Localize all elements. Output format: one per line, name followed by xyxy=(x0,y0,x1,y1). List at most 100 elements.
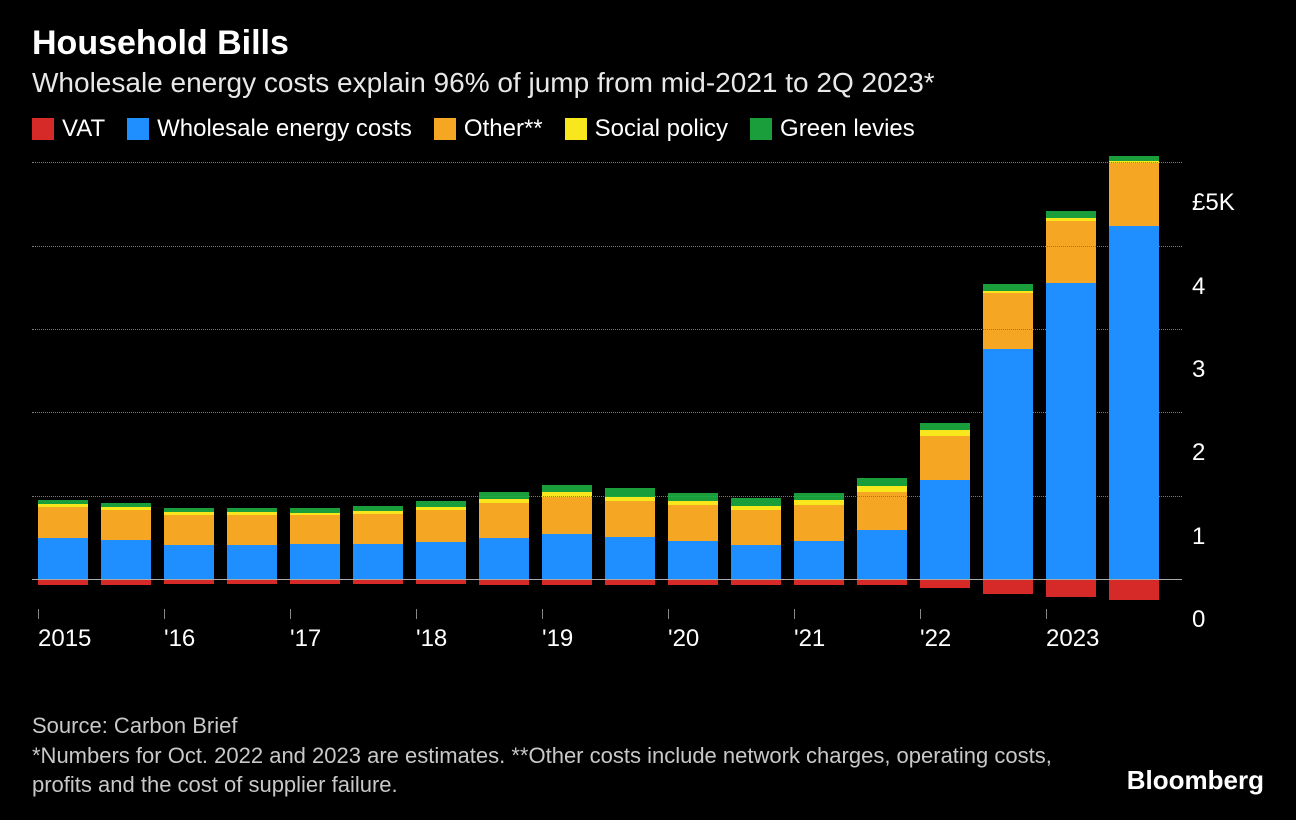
bar-segment-green xyxy=(227,508,277,513)
bar xyxy=(416,155,466,605)
x-tick-label: '17 xyxy=(290,625,321,653)
chart: 2015'16'17'18'19'20'21'222023 01234£5K xyxy=(32,155,1264,645)
bar-segment-social xyxy=(290,513,340,516)
chart-footer: Source: Carbon Brief *Numbers for Oct. 2… xyxy=(32,711,1072,800)
bar-segment-green xyxy=(101,503,151,508)
x-tick-label: '16 xyxy=(164,625,195,653)
bar-segment-other xyxy=(794,505,844,541)
bar xyxy=(605,155,655,605)
bar-segment-vat xyxy=(1046,580,1096,597)
bar xyxy=(1109,155,1159,605)
bar-segment-other xyxy=(1046,221,1096,283)
gridline xyxy=(32,329,1182,330)
legend-label: Green levies xyxy=(780,115,915,143)
x-tick-label: '20 xyxy=(668,625,699,653)
bar-segment-social xyxy=(794,500,844,505)
bar-segment-social xyxy=(983,291,1033,294)
legend-swatch xyxy=(127,118,149,140)
source-line: Source: Carbon Brief xyxy=(32,711,1072,741)
bar-segment-vat xyxy=(605,580,655,585)
legend-swatch xyxy=(750,118,772,140)
bar-segment-other xyxy=(983,293,1033,349)
bar-segment-other xyxy=(290,515,340,544)
bar-segment-social xyxy=(857,486,907,492)
x-tick xyxy=(668,609,669,619)
bar-segment-vat xyxy=(290,580,340,584)
bar xyxy=(164,155,214,605)
bar-segment-vat xyxy=(164,580,214,584)
y-tick-label: 0 xyxy=(1192,606,1205,634)
bar-segment-green xyxy=(416,501,466,507)
bar-segment-vat xyxy=(983,580,1033,594)
gridline xyxy=(32,412,1182,413)
x-tick xyxy=(416,609,417,619)
legend-label: Wholesale energy costs xyxy=(157,115,412,143)
bar-segment-social xyxy=(38,504,88,507)
bar-segment-social xyxy=(731,506,781,510)
x-tick-label: 2023 xyxy=(1046,625,1099,653)
bar-segment-green xyxy=(668,493,718,501)
bar-segment-green xyxy=(731,498,781,506)
bar-segment-green xyxy=(983,284,1033,291)
bar-segment-vat xyxy=(668,580,718,585)
x-tick xyxy=(794,609,795,619)
chart-subtitle: Wholesale energy costs explain 96% of ju… xyxy=(32,67,1264,99)
bar-segment-vat xyxy=(353,580,403,584)
bar xyxy=(101,155,151,605)
bar xyxy=(38,155,88,605)
bar xyxy=(794,155,844,605)
bar-segment-other xyxy=(164,515,214,545)
bar-segment-vat xyxy=(101,580,151,585)
bar-segment-vat xyxy=(857,580,907,585)
legend-swatch xyxy=(434,118,456,140)
y-tick-label: £5K xyxy=(1192,189,1235,217)
x-tick-label: '22 xyxy=(920,625,951,653)
bar-segment-wholesale xyxy=(1046,283,1096,581)
y-tick-label: 4 xyxy=(1192,273,1205,301)
bar-segment-other xyxy=(668,505,718,541)
x-tick xyxy=(920,609,921,619)
bar-segment-social xyxy=(668,501,718,505)
bar-segment-green xyxy=(38,500,88,505)
bar-segment-social xyxy=(227,512,277,515)
bar-segment-other xyxy=(416,510,466,542)
gridline xyxy=(32,496,1182,497)
bar-segment-other xyxy=(920,436,970,480)
bars-container xyxy=(32,155,1182,605)
bar-segment-green xyxy=(353,506,403,511)
bar-segment-vat xyxy=(920,580,970,588)
bar-segment-green xyxy=(920,423,970,429)
legend-item: Wholesale energy costs xyxy=(127,115,412,143)
x-tick xyxy=(38,609,39,619)
x-tick xyxy=(1046,609,1047,619)
bar-segment-green xyxy=(1046,211,1096,218)
bar xyxy=(1046,155,1096,605)
bar xyxy=(290,155,340,605)
legend-swatch xyxy=(565,118,587,140)
legend-label: VAT xyxy=(62,115,105,143)
bar-segment-vat xyxy=(38,580,88,585)
bar-segment-other xyxy=(1109,163,1159,226)
bar-segment-other xyxy=(479,503,529,538)
y-tick-label: 2 xyxy=(1192,439,1205,467)
bar-segment-social xyxy=(164,512,214,515)
bar-segment-wholesale xyxy=(794,541,844,580)
gridline xyxy=(32,162,1182,163)
x-tick-label: '18 xyxy=(416,625,447,653)
bar-segment-other xyxy=(731,510,781,545)
bar-segment-green xyxy=(1109,156,1159,161)
bar-segment-other xyxy=(542,497,592,535)
bar-segment-wholesale xyxy=(983,349,1033,580)
bar-segment-green xyxy=(542,485,592,493)
plot-area xyxy=(32,155,1182,605)
legend: VATWholesale energy costsOther**Social p… xyxy=(32,115,1264,143)
x-tick-label: '19 xyxy=(542,625,573,653)
bar xyxy=(668,155,718,605)
bar-segment-wholesale xyxy=(101,540,151,580)
bar xyxy=(542,155,592,605)
bar-segment-vat xyxy=(1109,580,1159,600)
bar-segment-vat xyxy=(227,580,277,584)
x-tick xyxy=(542,609,543,619)
gridline xyxy=(32,246,1182,247)
brand-label: Bloomberg xyxy=(1127,765,1264,796)
